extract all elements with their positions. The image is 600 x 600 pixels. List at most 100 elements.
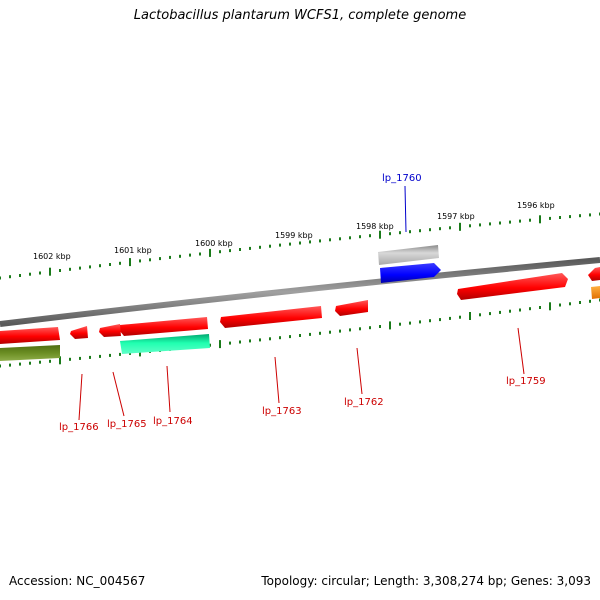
- upper-tick-mark: [189, 253, 191, 257]
- upper-tick-mark: [399, 231, 401, 235]
- kbp-label-1600: 1600 kbp: [195, 239, 233, 248]
- upper-tick-mark: [449, 226, 451, 230]
- upper-tick-mark: [389, 232, 391, 236]
- gene-label-lp-1764: lp_1764: [153, 416, 193, 427]
- lower-tick-mark: [559, 303, 561, 307]
- feature-blue[interactable]: [380, 263, 441, 283]
- upper-tick-mark: [329, 238, 331, 242]
- lower-tick-mark: [549, 302, 551, 311]
- lower-tick-mark: [439, 318, 441, 322]
- upper-tick-mark: [569, 215, 571, 219]
- upper-tick-mark: [419, 229, 421, 233]
- feature-teal[interactable]: [120, 334, 210, 354]
- gene-label-lp-1760: lp_1760: [382, 173, 422, 184]
- upper-tick-mark: [139, 259, 141, 263]
- lower-tick-mark: [49, 359, 51, 363]
- lower-tick-mark: [219, 340, 221, 349]
- upper-tick-mark: [109, 263, 111, 266]
- upper-tick-mark: [0, 276, 1, 280]
- gene-left-edge[interactable]: [0, 327, 60, 344]
- upper-tick-mark: [379, 230, 381, 239]
- upper-tick-mark: [439, 227, 441, 231]
- upper-tick-mark: [369, 234, 371, 238]
- kbp-label-1597: 1597 kbp: [437, 212, 475, 221]
- lower-tick-mark: [429, 319, 431, 323]
- lower-tick-mark: [299, 334, 301, 337]
- gene-label-lp-1763: lp_1763: [262, 406, 302, 417]
- gene-label-lp-1765: lp_1765: [107, 419, 147, 430]
- lower-tick-mark: [9, 363, 11, 367]
- gene-right-edge[interactable]: [588, 267, 600, 281]
- lower-tick-mark: [19, 362, 21, 366]
- upper-tick-ring: [0, 212, 600, 280]
- upper-tick-mark: [269, 244, 271, 248]
- lower-tick-mark: [479, 313, 481, 317]
- lower-tick-mark: [229, 341, 231, 345]
- upper-tick-mark: [89, 265, 91, 269]
- lower-tick-mark: [309, 332, 311, 336]
- upper-tick-mark: [359, 235, 361, 239]
- upper-tick-mark: [19, 274, 21, 277]
- upper-tick-mark: [289, 242, 291, 246]
- lower-tick-mark: [409, 321, 411, 325]
- upper-tick-mark: [409, 230, 411, 234]
- upper-tick-mark: [159, 257, 161, 261]
- upper-tick-mark: [479, 223, 481, 227]
- feature-gray[interactable]: [378, 245, 439, 265]
- lower-tick-mark: [509, 309, 511, 313]
- lower-tick-mark: [369, 326, 371, 330]
- upper-tick-mark: [489, 222, 491, 226]
- upper-tick-mark: [119, 261, 121, 265]
- upper-tick-mark: [179, 254, 181, 258]
- leader-lp-1760: [404, 185, 407, 233]
- upper-tick-mark: [589, 213, 591, 217]
- upper-tick-mark: [209, 248, 211, 257]
- gene-lp-1763[interactable]: [220, 306, 322, 328]
- lower-tick-mark: [449, 316, 451, 320]
- upper-tick-mark: [579, 214, 581, 218]
- gene-lp-1764[interactable]: [119, 317, 208, 336]
- leader-lp-1762: [356, 347, 363, 395]
- lower-tick-mark: [69, 357, 71, 361]
- upper-tick-mark: [459, 222, 461, 231]
- gene-lp-1762[interactable]: [335, 300, 368, 316]
- genome-stats-text: Topology: circular; Length: 3,308,274 bp…: [261, 574, 591, 588]
- upper-tick-mark: [339, 237, 341, 241]
- feature-olive[interactable]: [0, 345, 60, 361]
- lower-tick-mark: [459, 315, 461, 319]
- gene-lp-1766[interactable]: [70, 326, 88, 339]
- map-title: Lactobacillus plantarum WCFS1, complete …: [133, 8, 467, 23]
- upper-tick-mark: [169, 255, 171, 259]
- upper-tick-mark: [279, 243, 281, 247]
- lower-tick-mark: [109, 353, 111, 357]
- upper-tick-mark: [99, 264, 101, 268]
- leader-lp-1759: [517, 327, 525, 375]
- lower-tick-mark: [579, 301, 581, 304]
- lower-tick-mark: [349, 328, 351, 332]
- upper-tick-mark: [39, 271, 41, 275]
- upper-tick-mark: [69, 267, 71, 271]
- upper-tick-mark: [549, 216, 551, 220]
- lower-tick-mark: [119, 352, 121, 356]
- gene-lp-1765[interactable]: [99, 324, 121, 337]
- leader-lp-1764: [166, 365, 171, 413]
- lower-tick-mark: [519, 308, 521, 312]
- lower-tick-mark: [379, 325, 381, 328]
- feature-orange[interactable]: [591, 286, 600, 299]
- upper-tick-mark: [9, 275, 11, 279]
- kbp-label-1599: 1599 kbp: [275, 231, 313, 240]
- lower-tick-mark: [59, 356, 61, 365]
- upper-tick-mark: [219, 250, 221, 254]
- lower-tick-mark: [339, 329, 341, 333]
- upper-tick-mark: [519, 219, 521, 223]
- lower-tick-mark: [249, 339, 251, 343]
- upper-tick-mark: [249, 246, 251, 250]
- lower-tick-mark: [359, 327, 361, 331]
- lower-tick-mark: [329, 330, 331, 334]
- lower-tick-mark: [489, 312, 491, 316]
- lower-tick-mark: [0, 364, 1, 368]
- leader-lp-1766: [78, 373, 83, 421]
- gene-lp-1759[interactable]: [457, 273, 568, 300]
- lower-tick-mark: [239, 340, 241, 344]
